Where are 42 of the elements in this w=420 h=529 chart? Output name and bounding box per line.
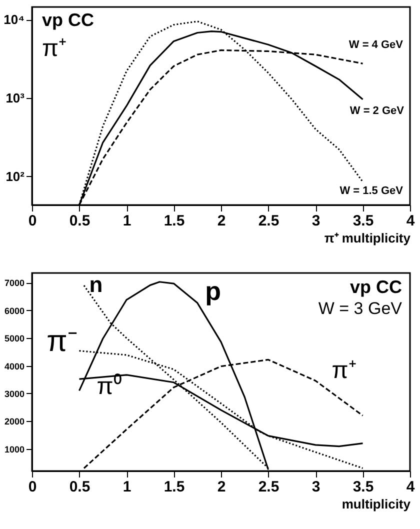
x-tick-label: 4 — [406, 212, 416, 230]
annotation: π⁺ — [42, 35, 67, 62]
x-tick-label: 3 — [312, 478, 320, 496]
annotation: W = 2 GeV — [350, 105, 405, 117]
y-tick-label: 10⁴ — [4, 12, 24, 28]
x-tick-label: 2 — [217, 212, 226, 230]
x-tick-label: 1.5 — [164, 478, 185, 496]
x-tick-label: 2.5 — [258, 212, 280, 230]
annotation: W = 1.5 GeV — [340, 185, 404, 197]
annotation: π⁺ — [332, 357, 356, 384]
y-tick-label: 10² — [6, 168, 26, 184]
y-tick-label: 10³ — [6, 90, 26, 106]
x-tick-label: 1 — [122, 212, 132, 230]
y-tick-label: 5000 — [4, 334, 24, 344]
y-tick-label: 3000 — [4, 388, 24, 399]
annotation: p — [205, 276, 221, 306]
annotation: vp CC — [42, 10, 94, 30]
x-tick-label: 0.5 — [69, 212, 90, 230]
x-tick-label: 3.5 — [352, 478, 374, 496]
y-tick-label: 2000 — [4, 416, 24, 427]
annotation: π⁰ — [96, 373, 122, 400]
x-tick-label: 0 — [28, 212, 37, 230]
x-tick-label: 3 — [312, 212, 320, 230]
annotation: W = 3 GeV — [318, 299, 403, 318]
annotation: vp CC — [350, 277, 402, 297]
annotation: W = 4 GeV — [348, 39, 404, 51]
x-tick-label: 0 — [28, 478, 37, 496]
y-tick-label: 4000 — [4, 361, 24, 372]
x-tick-label: 0.5 — [69, 478, 90, 496]
x-tick-label: 1 — [122, 478, 132, 496]
annotation: n — [89, 272, 103, 297]
x-tick-label: 3.5 — [352, 212, 374, 230]
x-axis-title: multiplicity — [342, 496, 412, 512]
x-tick-label: 2 — [217, 478, 226, 496]
y-tick-label: 6000 — [4, 306, 24, 316]
y-tick-label: 7000 — [4, 278, 24, 288]
x-tick-label: 1.5 — [164, 212, 185, 230]
x-tick-label: 2.5 — [258, 478, 280, 496]
x-axis-title: π⁺ multiplicity — [324, 230, 412, 246]
y-tick-label: 1000 — [4, 444, 24, 454]
annotation: π⁻ — [46, 325, 78, 358]
x-tick-label: 4 — [406, 478, 416, 496]
